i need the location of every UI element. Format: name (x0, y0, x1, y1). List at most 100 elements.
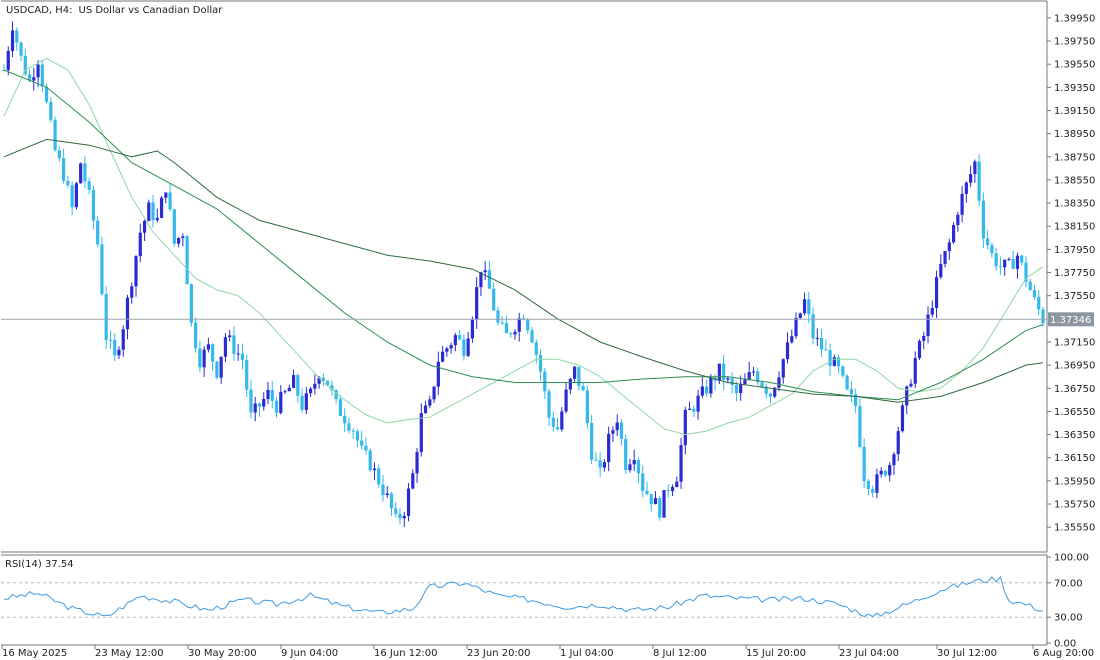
candle (194, 317, 198, 353)
candle-body (934, 277, 939, 308)
candle-body (628, 464, 632, 471)
candle-body (679, 445, 683, 482)
price-tick-label: 1.38950 (1054, 129, 1095, 140)
candle (466, 331, 470, 357)
candle (619, 418, 624, 446)
candle-body (66, 180, 70, 186)
candle (751, 366, 756, 376)
candle-body (696, 395, 700, 412)
candle-body (653, 498, 658, 505)
candle-body (641, 473, 645, 491)
candle-body (802, 299, 807, 314)
candle (798, 312, 802, 320)
candle (926, 306, 930, 344)
candle-body (1007, 259, 1011, 261)
candle-body (262, 398, 266, 407)
candle (986, 229, 990, 250)
time-tick-label: 23 Jun 20:00 (467, 648, 531, 659)
candle (232, 326, 236, 361)
candle (142, 219, 147, 241)
candle-body (372, 468, 377, 471)
candle-body (1024, 262, 1028, 282)
candle-body (70, 185, 74, 208)
candle (641, 465, 645, 498)
candle-body (722, 363, 726, 380)
candle-body (572, 366, 577, 379)
candle (981, 192, 985, 249)
candle-body (888, 465, 892, 476)
candle (91, 185, 96, 230)
candle-body (368, 450, 372, 471)
candle-body (526, 319, 530, 331)
candle-body (530, 330, 534, 343)
candle-body (994, 253, 998, 267)
candle-body (304, 393, 308, 410)
candle-body (181, 236, 185, 238)
candle-body (824, 349, 828, 351)
candle-body (483, 270, 487, 273)
candle-body (636, 459, 641, 474)
candle (1041, 306, 1045, 328)
candle-body (385, 493, 389, 496)
chart-symbol: USDCAD, H4: US Dollar vs Canadian Dollar (6, 5, 223, 16)
candle (479, 272, 483, 296)
candle (1028, 278, 1032, 291)
candle (841, 365, 845, 378)
candle (159, 195, 164, 219)
candle (66, 176, 70, 188)
candle-body (219, 356, 223, 378)
candle-body (257, 403, 262, 407)
price-tick-label: 1.36750 (1054, 384, 1095, 395)
candle (551, 411, 555, 432)
candle-body (330, 385, 334, 391)
candle (517, 312, 521, 342)
candle-body (436, 361, 440, 387)
candle (739, 375, 743, 401)
candle (807, 291, 811, 324)
candle (598, 451, 602, 478)
candle-body (794, 317, 798, 337)
candle (53, 116, 57, 152)
price-tick-label: 1.37150 (1054, 337, 1095, 348)
candle (1015, 252, 1020, 279)
candle (198, 340, 202, 373)
candle (176, 237, 181, 248)
candle-body (364, 445, 368, 451)
candle-body (253, 403, 257, 413)
candle-body (815, 337, 819, 339)
candle (223, 333, 228, 363)
candle-body (828, 350, 832, 366)
candle (1003, 259, 1007, 276)
candle (326, 380, 330, 386)
candle (649, 493, 653, 512)
candle (164, 192, 168, 204)
candle-body (811, 314, 815, 339)
candle (134, 255, 138, 297)
candle-body (62, 158, 66, 181)
candle-body (291, 375, 296, 388)
candle (585, 385, 589, 429)
candle-body (300, 395, 304, 410)
candle (560, 407, 564, 432)
candle (381, 474, 385, 502)
candle-body (517, 318, 521, 332)
candle (202, 346, 206, 377)
candle-body (832, 357, 836, 366)
rsi-line (4, 575, 1044, 618)
candle (781, 358, 785, 384)
candle-body (986, 238, 990, 246)
candle-body (338, 399, 342, 416)
candle (611, 426, 615, 443)
candle (960, 185, 964, 223)
candle (87, 177, 91, 195)
candle (973, 159, 977, 183)
candle (423, 400, 428, 414)
candle-body (168, 192, 172, 210)
time-tick-label: 9 Jun 04:00 (281, 648, 338, 659)
candle-body (1015, 255, 1020, 269)
candle-body (296, 375, 300, 396)
candle (360, 430, 364, 450)
candle (883, 469, 888, 478)
candle (428, 395, 432, 409)
time-tick-label: 30 Jul 12:00 (937, 648, 997, 659)
